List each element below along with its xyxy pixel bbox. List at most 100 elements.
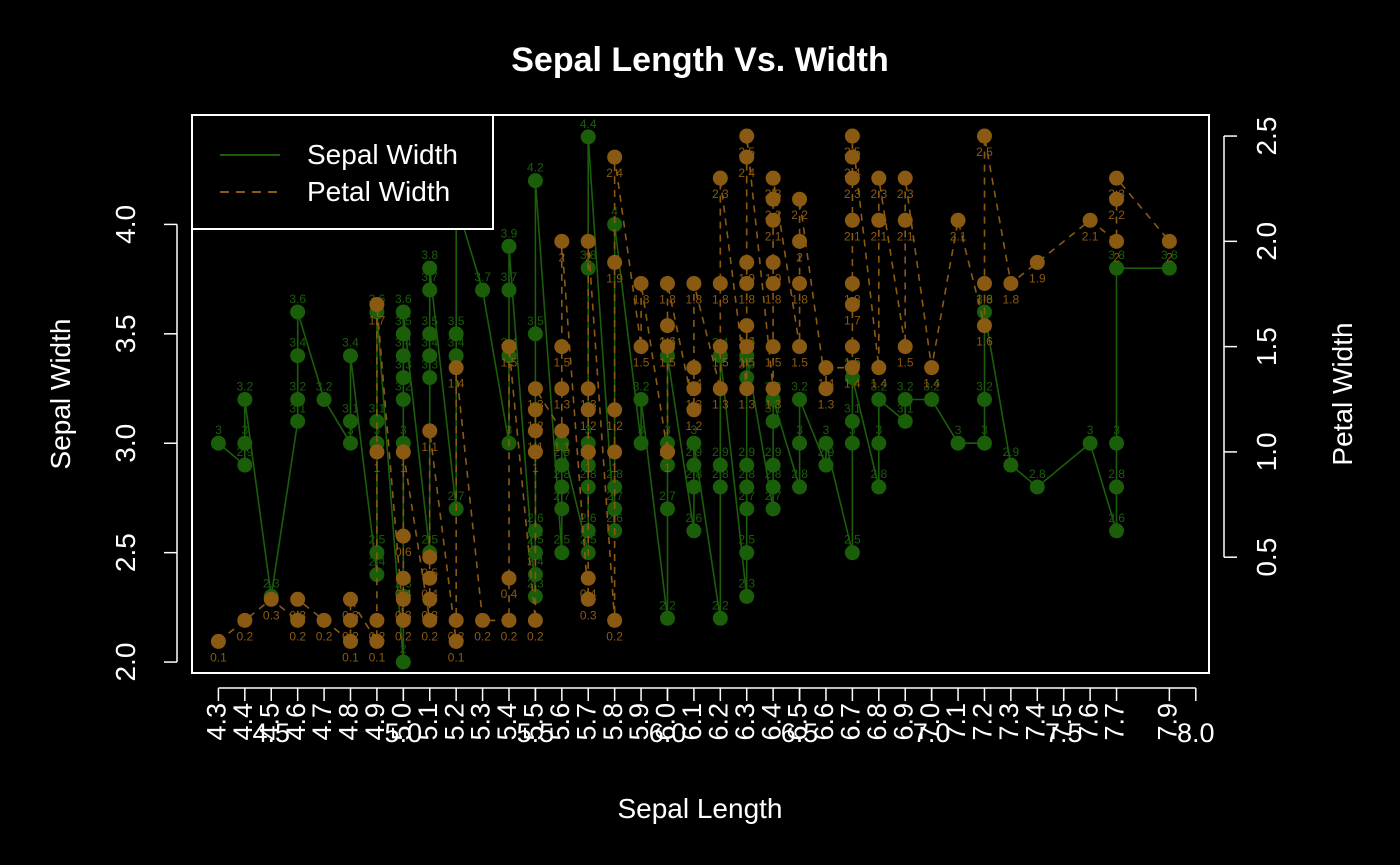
petal-width-value-label: 1.2 bbox=[606, 419, 623, 433]
sepal-width-point bbox=[1109, 523, 1125, 539]
petal-width-value-label: 1.6 bbox=[738, 335, 755, 349]
petal-width-point bbox=[897, 170, 913, 186]
sepal-width-point bbox=[501, 238, 517, 254]
petal-width-point bbox=[1109, 170, 1125, 186]
petal-width-value-label: 2.3 bbox=[765, 187, 782, 201]
petal-width-point bbox=[554, 423, 570, 439]
petal-width-point bbox=[897, 339, 913, 355]
sepal-width-value-label: 4 bbox=[611, 204, 618, 218]
sepal-width-value-label: 3.3 bbox=[421, 358, 438, 372]
petal-width-point bbox=[210, 633, 226, 649]
petal-width-point bbox=[580, 381, 596, 397]
petal-width-value-label: 2.1 bbox=[765, 229, 782, 243]
petal-width-point bbox=[422, 570, 438, 586]
petal-width-point bbox=[395, 591, 411, 607]
sepal-width-point bbox=[871, 479, 887, 495]
sepal-width-point bbox=[739, 501, 755, 517]
petal-width-point bbox=[844, 339, 860, 355]
petal-width-value-label: 1 bbox=[532, 461, 539, 475]
sepal-width-point bbox=[1109, 435, 1125, 451]
petal-width-point bbox=[263, 591, 279, 607]
sepal-width-value-label: 2.8 bbox=[553, 467, 570, 481]
petal-width-value-label: 2.1 bbox=[897, 229, 914, 243]
y2-tick-label: 2.5 bbox=[1251, 117, 1282, 156]
petal-width-point bbox=[739, 128, 755, 144]
petal-width-point bbox=[580, 570, 596, 586]
sepal-width-point bbox=[237, 435, 253, 451]
petal-width-value-label: 1.5 bbox=[765, 356, 782, 370]
petal-width-value-label: 1.7 bbox=[844, 314, 861, 328]
x-extra-tick-label: 6.5 bbox=[781, 718, 819, 748]
petal-width-value-label: 1.9 bbox=[1029, 271, 1046, 285]
petal-width-point bbox=[897, 212, 913, 228]
petal-width-value-label: 0.3 bbox=[580, 608, 597, 622]
petal-width-point bbox=[422, 591, 438, 607]
sepal-width-point bbox=[1109, 260, 1125, 276]
petal-width-value-label: 0.2 bbox=[606, 629, 623, 643]
sepal-width-value-label: 3 bbox=[981, 423, 988, 437]
petal-width-value-label: 0.6 bbox=[395, 545, 412, 559]
petal-width-point bbox=[422, 612, 438, 628]
sepal-width-value-label: 3 bbox=[241, 423, 248, 437]
sepal-width-value-label: 3.5 bbox=[395, 314, 412, 328]
sepal-width-value-label: 3.9 bbox=[501, 226, 518, 240]
sepal-width-value-label: 2.5 bbox=[553, 533, 570, 547]
petal-width-point bbox=[607, 149, 623, 165]
sepal-width-value-label: 3.7 bbox=[421, 270, 438, 284]
sepal-width-point bbox=[765, 413, 781, 429]
x-tick-label: 5.2 bbox=[439, 703, 469, 741]
petal-width-point bbox=[501, 339, 517, 355]
legend-label-sepal-width: Sepal Width bbox=[307, 139, 458, 170]
petal-width-point bbox=[844, 128, 860, 144]
sepal-width-point bbox=[395, 304, 411, 320]
sepal-width-point bbox=[554, 457, 570, 473]
petal-width-point bbox=[659, 318, 675, 334]
petal-width-value-label: 1.9 bbox=[606, 271, 623, 285]
sepal-width-point bbox=[395, 654, 411, 670]
x-extra-tick-label: 6.0 bbox=[649, 718, 687, 748]
x-tick-label: 7.9 bbox=[1153, 703, 1183, 741]
petal-width-point bbox=[765, 275, 781, 291]
sepal-width-point bbox=[659, 501, 675, 517]
petal-width-value-label: 2.1 bbox=[870, 229, 887, 243]
sepal-width-value-label: 2.4 bbox=[369, 555, 386, 569]
sepal-width-point bbox=[686, 457, 702, 473]
petal-width-point bbox=[607, 444, 623, 460]
petal-width-value-label: 1.8 bbox=[712, 292, 729, 306]
petal-width-value-label: 1.5 bbox=[659, 356, 676, 370]
sepal-width-point bbox=[422, 326, 438, 342]
petal-width-point bbox=[554, 339, 570, 355]
petal-width-point bbox=[580, 444, 596, 460]
sepal-width-point bbox=[792, 391, 808, 407]
petal-width-point bbox=[871, 170, 887, 186]
petal-width-value-label: 1.5 bbox=[791, 356, 808, 370]
x-tick-label: 4.7 bbox=[307, 703, 337, 741]
x-axis-title: Sepal Length bbox=[617, 793, 782, 824]
sepal-width-point bbox=[501, 282, 517, 298]
x-extra-tick-label: 7.0 bbox=[913, 718, 951, 748]
sepal-width-value-label: 3.8 bbox=[1161, 248, 1178, 262]
x-tick-label: 5.1 bbox=[413, 703, 443, 741]
sepal-width-point bbox=[976, 435, 992, 451]
sepal-width-point bbox=[554, 479, 570, 495]
petal-width-value-label: 1.6 bbox=[976, 335, 993, 349]
sepal-width-value-label: 2.8 bbox=[765, 467, 782, 481]
sepal-width-value-label: 3.4 bbox=[421, 336, 438, 350]
petal-width-value-label: 1.8 bbox=[738, 292, 755, 306]
petal-width-value-label: 1 bbox=[400, 461, 407, 475]
petal-width-value-label: 1.5 bbox=[738, 356, 755, 370]
sepal-width-value-label: 2.7 bbox=[659, 489, 676, 503]
petal-width-point bbox=[527, 423, 543, 439]
petal-width-value-label: 0.2 bbox=[369, 629, 386, 643]
petal-width-value-label: 0.3 bbox=[421, 608, 438, 622]
petal-width-value-label: 0.2 bbox=[289, 629, 306, 643]
petal-width-point bbox=[659, 275, 675, 291]
petal-width-value-label: 1.8 bbox=[1003, 292, 1020, 306]
petal-width-value-label: 2.2 bbox=[791, 208, 808, 222]
petal-width-point bbox=[844, 275, 860, 291]
sepal-width-value-label: 3 bbox=[955, 423, 962, 437]
petal-width-point bbox=[554, 381, 570, 397]
sepal-width-value-label: 2.8 bbox=[1029, 467, 1046, 481]
petal-width-point bbox=[792, 191, 808, 207]
sepal-width-value-label: 3.2 bbox=[633, 379, 650, 393]
